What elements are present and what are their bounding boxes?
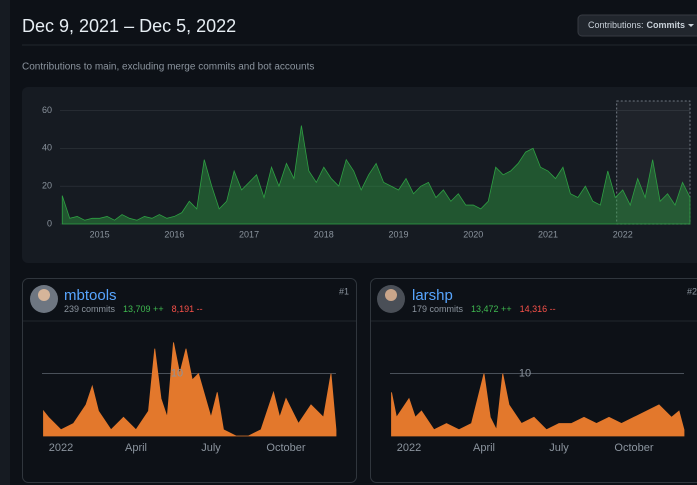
x-tick-label: April: [473, 442, 495, 454]
x-tick-label: July: [201, 442, 221, 454]
contributions-dropdown[interactable]: Contributions:Commits: [578, 15, 697, 36]
contributor-stats: 239 commits 13,709 ++ 8,191 --: [64, 304, 203, 314]
x-tick-label: 2022: [49, 442, 73, 454]
y-tick-label: 60: [42, 105, 52, 115]
contributor-name[interactable]: mbtools: [64, 287, 117, 304]
y-tick-label: 20: [42, 181, 52, 191]
deletions: 14,316 --: [520, 304, 556, 314]
main-chart-panel: [22, 87, 697, 263]
rank: #2: [687, 286, 697, 296]
additions: 13,472 ++: [471, 304, 512, 314]
y-tick-label: 40: [42, 143, 52, 153]
additions: 13,709 ++: [123, 304, 164, 314]
x-tick-label: 2015: [90, 229, 110, 239]
x-tick-label: 2019: [389, 229, 409, 239]
x-tick-label: October: [266, 442, 305, 454]
x-tick-label: 2017: [239, 229, 259, 239]
screen: Dec 9, 2021 – Dec 5, 2022 Contributions:…: [0, 0, 697, 485]
commit-count: 179 commits: [412, 304, 464, 314]
avatar-face: [38, 289, 50, 301]
page-title: Dec 9, 2021 – Dec 5, 2022: [22, 16, 236, 36]
subtitle: Contributions to main, excluding merge c…: [22, 62, 314, 73]
page: Dec 9, 2021 – Dec 5, 2022 Contributions:…: [0, 0, 697, 485]
x-tick-label: 2016: [164, 229, 184, 239]
contributor-name[interactable]: larshp: [412, 287, 453, 304]
y-tick-label: 10: [171, 368, 183, 380]
y-tick-label: 0: [47, 218, 52, 228]
x-tick-label: 2022: [613, 229, 633, 239]
dropdown-label-text[interactable]: Contributions:: [588, 20, 644, 30]
x-tick-label: 2018: [314, 229, 334, 239]
y-tick-label: 10: [519, 368, 531, 380]
x-tick-label: April: [125, 442, 147, 454]
dropdown-label[interactable]: Contributions:Commits: [588, 20, 685, 30]
contributor-stats: 179 commits 13,472 ++ 14,316 --: [412, 304, 556, 314]
x-tick-label: 2022: [397, 442, 421, 454]
commit-count: 239 commits: [64, 304, 116, 314]
left-rail: [0, 0, 10, 485]
x-tick-label: October: [614, 442, 653, 454]
deletions: 8,191 --: [172, 304, 203, 314]
x-tick-label: 2020: [463, 229, 483, 239]
x-tick-label: 2021: [538, 229, 558, 239]
rank: #1: [339, 286, 349, 296]
dropdown-value[interactable]: Commits: [647, 20, 686, 30]
x-tick-label: July: [549, 442, 569, 454]
avatar-face: [385, 289, 397, 301]
